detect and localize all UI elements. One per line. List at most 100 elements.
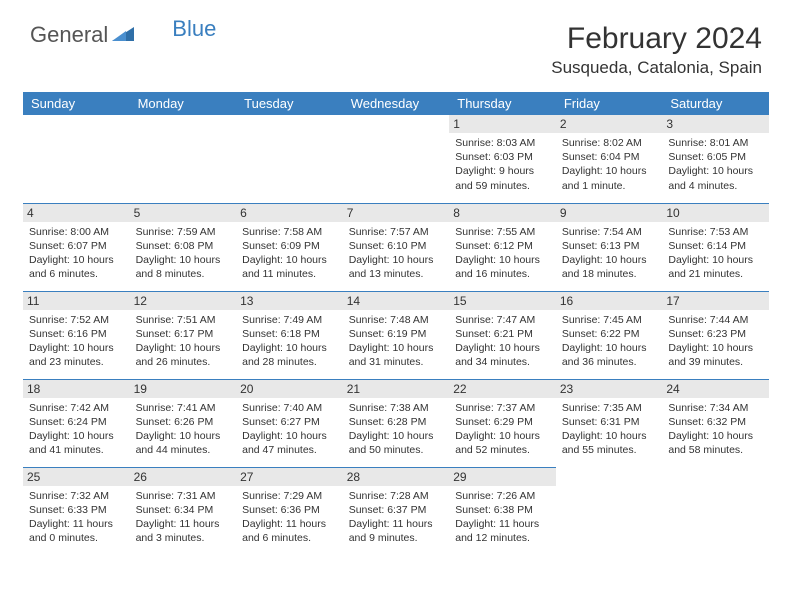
calendar-week-row: 18Sunrise: 7:42 AMSunset: 6:24 PMDayligh… xyxy=(23,379,769,467)
weekday-header: Friday xyxy=(556,92,663,115)
day-details: Sunrise: 7:28 AMSunset: 6:37 PMDaylight:… xyxy=(349,489,444,546)
calendar-day-cell: 7Sunrise: 7:57 AMSunset: 6:10 PMDaylight… xyxy=(343,203,450,291)
day-number: 4 xyxy=(23,204,130,222)
calendar-week-row: 25 Sunrise: 7:32 AMSunset: 6:33 PMDayligh… xyxy=(23,467,769,555)
day-details: Sunrise: 7:29 AMSunset: 6:36 PMDaylight:… xyxy=(242,489,337,546)
day-details: Sunrise: 8:03 AMSunset: 6:03 PMDaylight:… xyxy=(455,136,550,193)
calendar-day-cell: 5 Sunrise: 7:59 AMSunset: 6:08 PMDaylight… xyxy=(130,203,237,291)
calendar-empty-cell xyxy=(343,115,450,203)
calendar-day-cell: 23 Sunrise: 7:35 AMSunset: 6:31 PMDayligh… xyxy=(556,379,663,467)
weekday-header: Thursday xyxy=(449,92,556,115)
day-details: Sunrise: 7:49 AMSunset: 6:18 PMDaylight:… xyxy=(242,313,337,370)
day-number: 18 xyxy=(23,380,130,398)
day-details: Sunrise: 7:26 AMSunset: 6:38 PMDaylight:… xyxy=(455,489,550,546)
day-number: 20 xyxy=(236,380,343,398)
calendar-day-cell: 11 Sunrise: 7:52 AMSunset: 6:16 PMDayligh… xyxy=(23,291,130,379)
day-number: 15 xyxy=(449,292,556,310)
logo: General Blue xyxy=(30,22,216,48)
logo-text-general: General xyxy=(30,22,108,48)
calendar-head: SundayMondayTuesdayWednesdayThursdayFrid… xyxy=(23,92,769,115)
day-details: Sunrise: 7:52 AMSunset: 6:16 PMDaylight:… xyxy=(29,313,124,370)
day-number: 2 xyxy=(556,115,663,133)
calendar-week-row: 1 Sunrise: 8:03 AMSunset: 6:03 PMDaylight… xyxy=(23,115,769,203)
day-number: 23 xyxy=(556,380,663,398)
day-number: 10 xyxy=(662,204,769,222)
calendar-day-cell: 10 Sunrise: 7:53 AMSunset: 6:14 PMDayligh… xyxy=(662,203,769,291)
calendar-day-cell: 24Sunrise: 7:34 AMSunset: 6:32 PMDayligh… xyxy=(662,379,769,467)
weekday-header: Wednesday xyxy=(343,92,450,115)
weekday-header: Sunday xyxy=(23,92,130,115)
day-details: Sunrise: 7:45 AMSunset: 6:22 PMDaylight:… xyxy=(562,313,657,370)
day-details: Sunrise: 8:01 AMSunset: 6:05 PMDaylight:… xyxy=(668,136,763,193)
day-details: Sunrise: 7:31 AMSunset: 6:34 PMDaylight:… xyxy=(136,489,231,546)
calendar-day-cell: 28 Sunrise: 7:28 AMSunset: 6:37 PMDayligh… xyxy=(343,467,450,555)
day-number: 1 xyxy=(449,115,556,133)
header: General Blue February 2024 Susqueda, Cat… xyxy=(0,0,792,84)
calendar-day-cell: 17Sunrise: 7:44 AMSunset: 6:23 PMDayligh… xyxy=(662,291,769,379)
day-number: 25 xyxy=(23,468,130,486)
day-details: Sunrise: 7:40 AMSunset: 6:27 PMDaylight:… xyxy=(242,401,337,458)
day-number: 29 xyxy=(449,468,556,486)
day-number: 13 xyxy=(236,292,343,310)
day-details: Sunrise: 7:53 AMSunset: 6:14 PMDaylight:… xyxy=(668,225,763,282)
day-details: Sunrise: 7:59 AMSunset: 6:08 PMDaylight:… xyxy=(136,225,231,282)
day-details: Sunrise: 7:34 AMSunset: 6:32 PMDaylight:… xyxy=(668,401,763,458)
location: Susqueda, Catalonia, Spain xyxy=(551,58,762,78)
day-number: 27 xyxy=(236,468,343,486)
weekday-header: Tuesday xyxy=(236,92,343,115)
day-details: Sunrise: 7:38 AMSunset: 6:28 PMDaylight:… xyxy=(349,401,444,458)
calendar-day-cell: 9Sunrise: 7:54 AMSunset: 6:13 PMDaylight… xyxy=(556,203,663,291)
calendar-day-cell: 2 Sunrise: 8:02 AMSunset: 6:04 PMDaylight… xyxy=(556,115,663,203)
calendar-day-cell: 19Sunrise: 7:41 AMSunset: 6:26 PMDayligh… xyxy=(130,379,237,467)
calendar-day-cell: 26 Sunrise: 7:31 AMSunset: 6:34 PMDayligh… xyxy=(130,467,237,555)
calendar-day-cell: 15Sunrise: 7:47 AMSunset: 6:21 PMDayligh… xyxy=(449,291,556,379)
calendar-day-cell: 25 Sunrise: 7:32 AMSunset: 6:33 PMDayligh… xyxy=(23,467,130,555)
day-number: 17 xyxy=(662,292,769,310)
day-details: Sunrise: 7:48 AMSunset: 6:19 PMDaylight:… xyxy=(349,313,444,370)
calendar-day-cell: 1 Sunrise: 8:03 AMSunset: 6:03 PMDaylight… xyxy=(449,115,556,203)
calendar-day-cell: 8Sunrise: 7:55 AMSunset: 6:12 PMDaylight… xyxy=(449,203,556,291)
calendar-week-row: 4 Sunrise: 8:00 AMSunset: 6:07 PMDaylight… xyxy=(23,203,769,291)
day-number: 26 xyxy=(130,468,237,486)
day-details: Sunrise: 8:02 AMSunset: 6:04 PMDaylight:… xyxy=(562,136,657,193)
day-details: Sunrise: 8:00 AMSunset: 6:07 PMDaylight:… xyxy=(29,225,124,282)
logo-triangle-icon xyxy=(112,25,134,46)
day-details: Sunrise: 7:54 AMSunset: 6:13 PMDaylight:… xyxy=(562,225,657,282)
day-number: 21 xyxy=(343,380,450,398)
calendar-day-cell: 18Sunrise: 7:42 AMSunset: 6:24 PMDayligh… xyxy=(23,379,130,467)
month-title: February 2024 xyxy=(551,22,762,56)
calendar-day-cell: 27 Sunrise: 7:29 AMSunset: 6:36 PMDayligh… xyxy=(236,467,343,555)
calendar-empty-cell xyxy=(556,467,663,555)
day-number: 3 xyxy=(662,115,769,133)
calendar-day-cell: 6Sunrise: 7:58 AMSunset: 6:09 PMDaylight… xyxy=(236,203,343,291)
day-details: Sunrise: 7:55 AMSunset: 6:12 PMDaylight:… xyxy=(455,225,550,282)
day-number: 5 xyxy=(130,204,237,222)
day-number: 7 xyxy=(343,204,450,222)
calendar-day-cell: 29 Sunrise: 7:26 AMSunset: 6:38 PMDayligh… xyxy=(449,467,556,555)
calendar-day-cell: 12Sunrise: 7:51 AMSunset: 6:17 PMDayligh… xyxy=(130,291,237,379)
day-number: 22 xyxy=(449,380,556,398)
day-number: 28 xyxy=(343,468,450,486)
day-number: 11 xyxy=(23,292,130,310)
calendar-table: SundayMondayTuesdayWednesdayThursdayFrid… xyxy=(23,92,769,555)
calendar-day-cell: 20 Sunrise: 7:40 AMSunset: 6:27 PMDayligh… xyxy=(236,379,343,467)
calendar-day-cell: 13 Sunrise: 7:49 AMSunset: 6:18 PMDayligh… xyxy=(236,291,343,379)
day-number: 19 xyxy=(130,380,237,398)
day-number: 14 xyxy=(343,292,450,310)
day-details: Sunrise: 7:35 AMSunset: 6:31 PMDaylight:… xyxy=(562,401,657,458)
weekday-header: Saturday xyxy=(662,92,769,115)
calendar-body: 1 Sunrise: 8:03 AMSunset: 6:03 PMDaylight… xyxy=(23,115,769,555)
calendar-day-cell: 22Sunrise: 7:37 AMSunset: 6:29 PMDayligh… xyxy=(449,379,556,467)
calendar-empty-cell xyxy=(236,115,343,203)
day-number: 16 xyxy=(556,292,663,310)
calendar-empty-cell xyxy=(23,115,130,203)
weekday-header: Monday xyxy=(130,92,237,115)
calendar-day-cell: 4 Sunrise: 8:00 AMSunset: 6:07 PMDaylight… xyxy=(23,203,130,291)
day-details: Sunrise: 7:32 AMSunset: 6:33 PMDaylight:… xyxy=(29,489,124,546)
calendar-day-cell: 21 Sunrise: 7:38 AMSunset: 6:28 PMDayligh… xyxy=(343,379,450,467)
day-number: 6 xyxy=(236,204,343,222)
day-number: 12 xyxy=(130,292,237,310)
title-block: February 2024 Susqueda, Catalonia, Spain xyxy=(551,22,762,78)
calendar-day-cell: 3 Sunrise: 8:01 AMSunset: 6:05 PMDaylight… xyxy=(662,115,769,203)
logo-text-blue: Blue xyxy=(172,16,216,42)
